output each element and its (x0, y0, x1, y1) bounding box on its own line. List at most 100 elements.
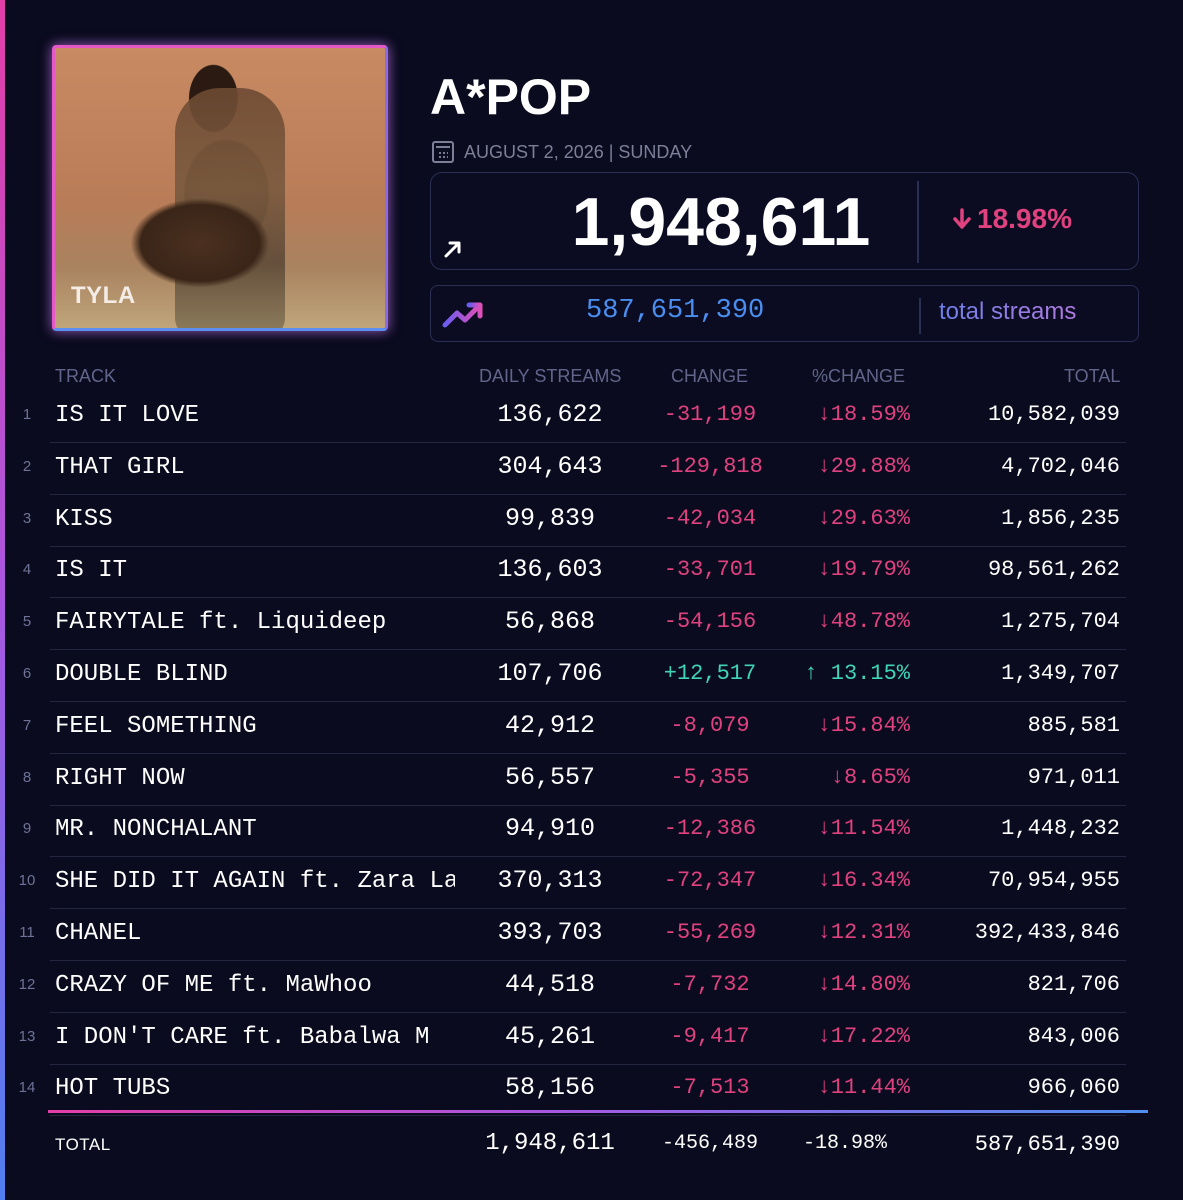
row-rank: 10 (18, 872, 36, 890)
row-separator (50, 442, 1126, 443)
row-total: 971,011 (1027, 764, 1120, 790)
totals-total: 587,651,390 (974, 1132, 1120, 1157)
row-total: 392,433,846 (974, 920, 1120, 945)
row-total: 966,060 (1027, 1075, 1120, 1101)
row-total: 1,275,704 (1001, 609, 1120, 635)
total-divider (919, 298, 921, 334)
row-daily-streams: 56,868 (504, 607, 595, 637)
daily-stats-box: 1,948,611 18.98% (430, 172, 1139, 270)
row-change: -12,386 (663, 816, 757, 842)
table-row[interactable]: 7 FEEL SOMETHING 42,912 -8,079 ↓15.84% 885,58… (0, 703, 1183, 754)
row-total: 1,856,235 (1001, 505, 1120, 531)
row-rank: 14 (18, 1079, 36, 1097)
row-pct-change: ↓17.22% (817, 1023, 910, 1049)
row-daily-streams: 370,313 (497, 866, 603, 896)
row-change: -8,079 (670, 712, 750, 738)
row-rank: 3 (22, 509, 32, 527)
row-track-name: FEEL SOMETHING (55, 712, 257, 740)
row-rank: 1 (22, 406, 32, 423)
row-track-name: CRAZY OF ME ft. MaWhoo (55, 971, 372, 999)
row-rank: 9 (22, 820, 32, 838)
table-row[interactable]: 6 DOUBLE BLIND 107,706 +12,517 ↑ 13.15% 1,349… (0, 651, 1183, 702)
table-row[interactable]: 4 IS IT 136,603 -33,701 ↓19.79% 98,561,262 (0, 547, 1183, 599)
header-daily-streams: DAILY STREAMS (479, 366, 622, 386)
row-separator (50, 493, 1126, 495)
stat-divider (917, 181, 919, 263)
row-track-name: THAT GIRL (55, 453, 185, 481)
row-pct-change: ↓8.65% (830, 764, 910, 790)
row-separator (50, 908, 1126, 910)
arrow-down-icon (953, 208, 971, 229)
daily-pct-value: 18.98% (977, 203, 1072, 234)
row-total: 885,581 (1027, 712, 1120, 738)
table-footer-divider (48, 1110, 1148, 1113)
daily-pct-change: 18.98% (951, 203, 1072, 235)
table-row[interactable]: 3 KISS 99,839 -42,034 ↓29.63% 1,856,235 (0, 496, 1183, 547)
row-daily-streams: 58,156 (504, 1073, 595, 1103)
table-row[interactable]: 10 SHE DID IT AGAIN ft. Zara La 370,313 -72… (0, 858, 1183, 910)
table-row[interactable]: 9 MR. NONCHALANT 94,910 -12,386 ↓11.54% 1,448… (0, 806, 1183, 858)
table-row[interactable]: 5 FAIRYTALE ft. Liquideep 56,868 -54,156 ↓48… (0, 599, 1183, 651)
row-change: -72,347 (663, 868, 757, 894)
artist-label: TYLA (71, 282, 136, 309)
row-pct-change: ↓19.79% (817, 557, 910, 583)
table-row[interactable]: 1 IS IT LOVE 136,622 -31,199 ↓18.59% 10,582,0… (0, 392, 1183, 443)
row-change: +12,517 (663, 661, 757, 686)
table-row[interactable]: 12 CRAZY OF ME ft. MaWhoo 44,518 -7,732 ↓14.… (0, 962, 1183, 1013)
row-rank: 5 (22, 613, 32, 631)
daily-total-streams: 1,948,611 (571, 184, 871, 260)
row-change: -55,269 (663, 920, 757, 945)
table-row[interactable]: 14 HOT TUBS 58,156 -7,513 ↓11.44% 966,060 (0, 1065, 1183, 1117)
row-rank: 13 (18, 1027, 36, 1045)
row-track-name: SHE DID IT AGAIN ft. Zara La (55, 868, 455, 896)
table-row[interactable]: 13 I DON'T CARE ft. Babalwa M 45,261 -9,417… (0, 1014, 1183, 1065)
row-change: -7,732 (670, 971, 750, 997)
row-separator (50, 597, 1126, 599)
left-accent-bar (0, 0, 5, 1200)
row-daily-streams: 45,261 (504, 1021, 595, 1051)
row-daily-streams: 99,839 (504, 503, 595, 533)
row-change: -9,417 (670, 1023, 750, 1049)
row-pct-change: ↓48.78% (817, 609, 910, 635)
totals-pct-change: -18.98% (802, 1132, 887, 1155)
table-row[interactable]: 11 CHANEL 393,703 -55,269 ↓12.31% 392,433,846 (0, 910, 1183, 961)
header-pct-change: %CHANGE (812, 366, 906, 386)
row-rank: 8 (22, 768, 32, 786)
row-separator (50, 804, 1126, 806)
row-rank: 2 (22, 457, 32, 475)
header-total: TOTAL (1064, 366, 1121, 386)
row-separator (50, 752, 1126, 754)
row-pct-change: ↓14.80% (817, 971, 910, 997)
row-rank: 6 (22, 665, 32, 682)
row-track-name: IS IT (55, 557, 128, 585)
row-change: -129,818 (657, 453, 763, 479)
row-pct-change: ↓29.88% (817, 453, 910, 479)
row-pct-change: ↓12.31% (817, 920, 910, 945)
table-row[interactable]: 8 RIGHT NOW 56,557 -5,355 ↓8.65% 971,011 (0, 755, 1183, 806)
table-header: TRACK DAILY STREAMS CHANGE %CHANGE TOTAL (0, 366, 1183, 388)
row-change: -42,034 (663, 505, 757, 531)
table-row[interactable]: 2 THAT GIRL 304,643 -129,818 ↓29.88% 4,702,04… (0, 444, 1183, 495)
date-row: AUGUST 2, 2026 | SUNDAY (432, 140, 692, 164)
total-streams-box: 587,651,390 total streams (430, 285, 1139, 342)
row-track-name: HOT TUBS (55, 1075, 171, 1103)
row-separator (50, 1063, 1126, 1065)
row-track-name: DOUBLE BLIND (55, 661, 228, 688)
row-separator (50, 960, 1126, 961)
row-daily-streams: 304,643 (497, 451, 603, 481)
row-pct-change: ↓11.44% (817, 1075, 910, 1101)
row-separator (50, 701, 1126, 702)
row-pct-change: ↑ 13.15% (804, 661, 910, 686)
row-track-name: CHANEL (55, 920, 142, 947)
row-change: -31,199 (663, 402, 757, 427)
row-separator (50, 545, 1126, 547)
row-change: -54,156 (663, 609, 757, 635)
row-daily-streams: 44,518 (504, 969, 595, 999)
row-track-name: I DON'T CARE ft. Babalwa M (55, 1023, 430, 1051)
row-change: -7,513 (670, 1075, 750, 1101)
trending-up-icon (442, 302, 483, 328)
row-rank: 12 (18, 975, 36, 993)
row-track-name: RIGHT NOW (55, 764, 185, 792)
row-daily-streams: 393,703 (497, 918, 603, 947)
row-daily-streams: 107,706 (497, 659, 603, 688)
